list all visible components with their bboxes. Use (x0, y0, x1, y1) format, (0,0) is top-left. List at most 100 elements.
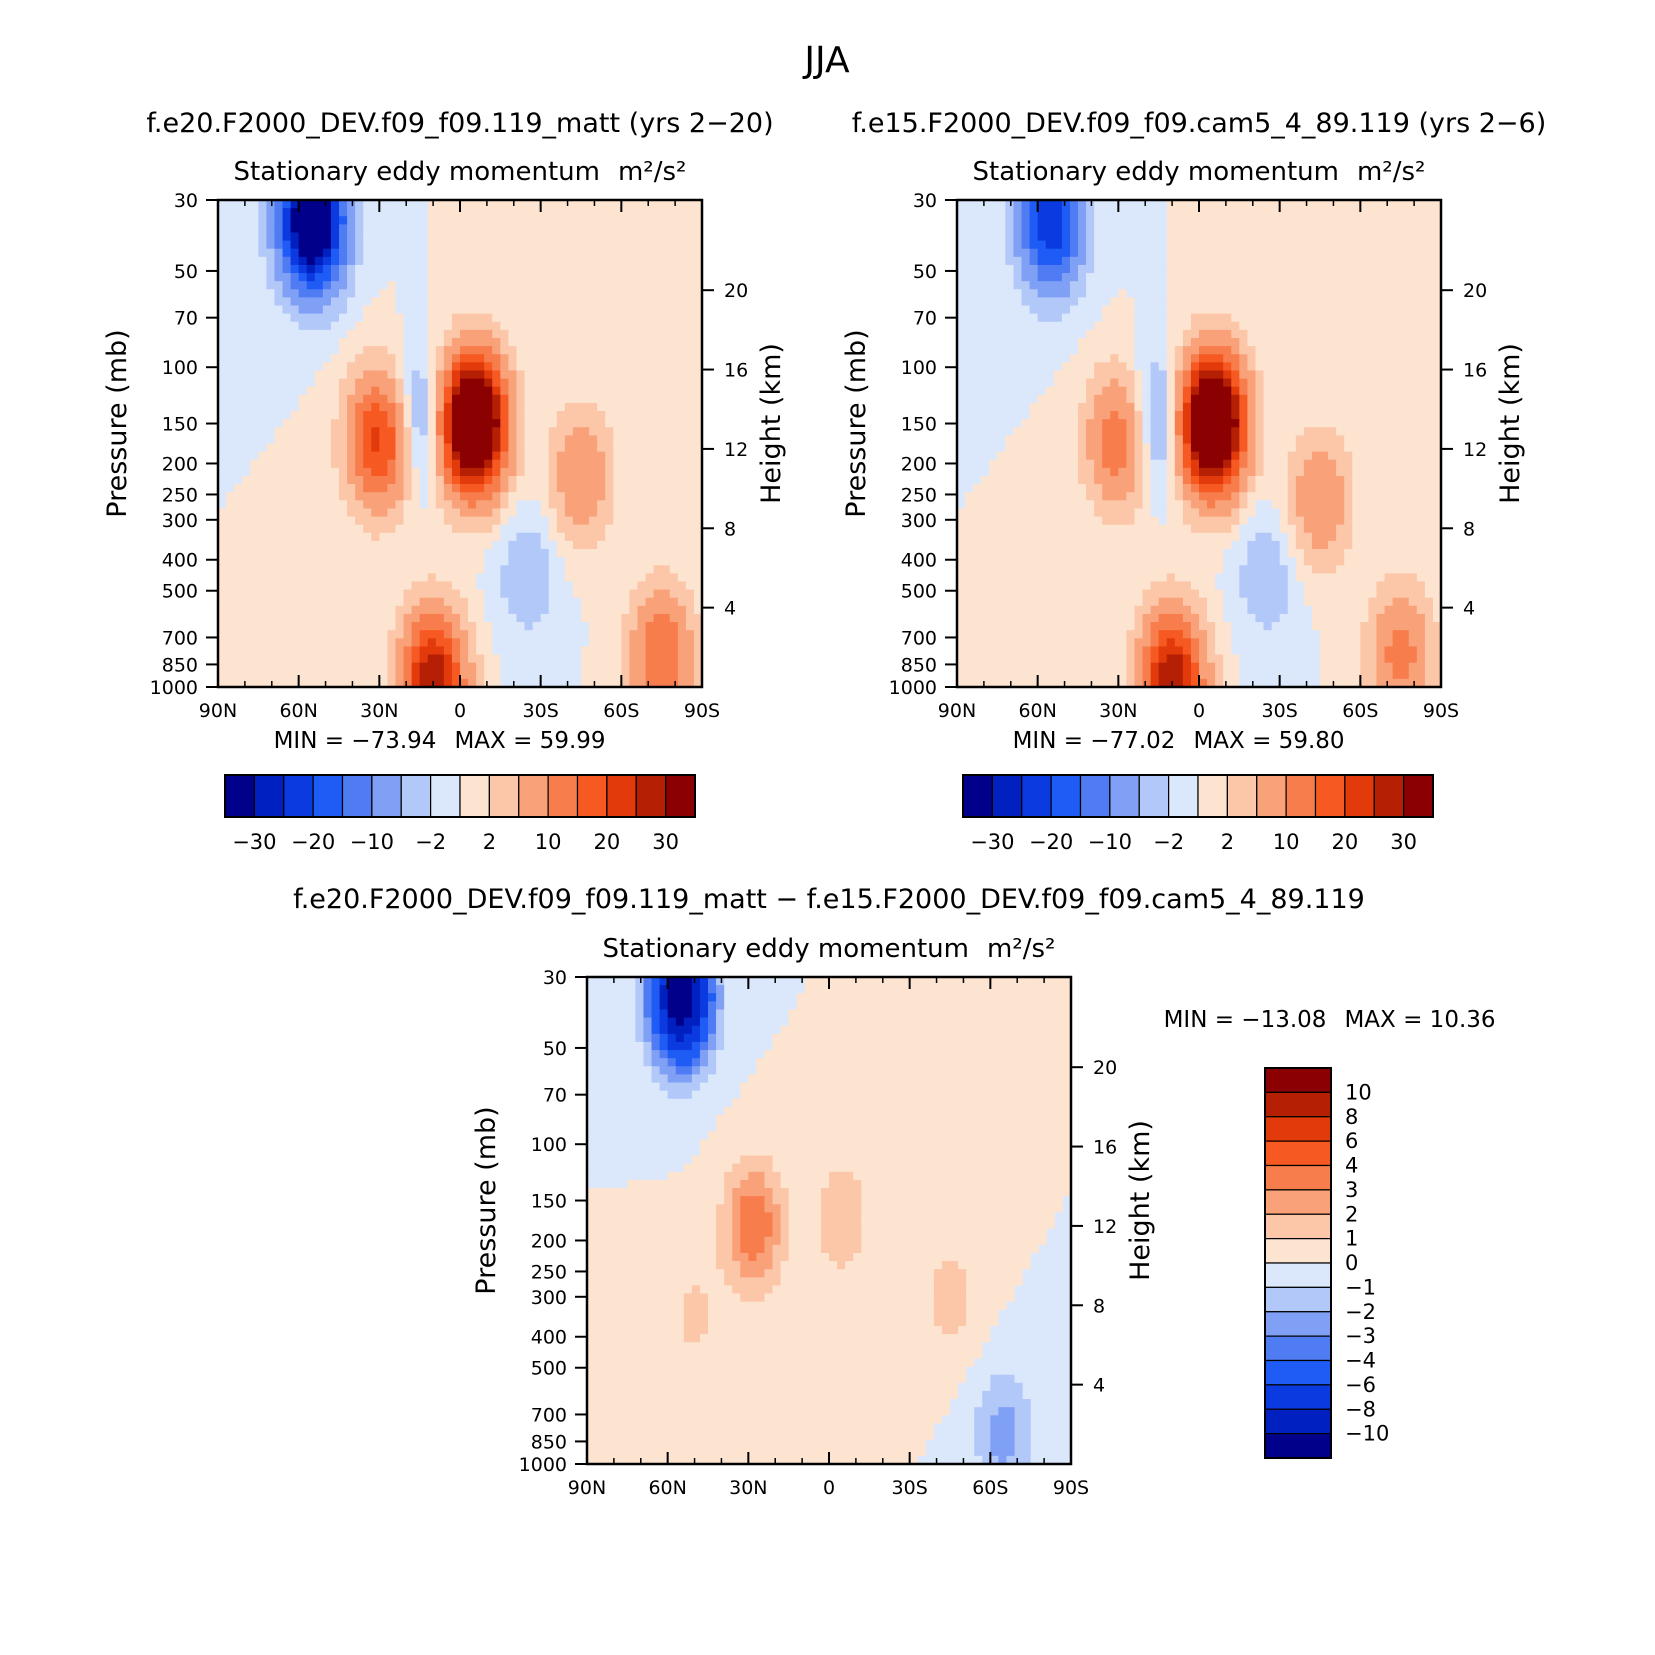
contour-cell (572, 573, 582, 583)
contour-cell (1086, 362, 1095, 372)
contour-cell (500, 549, 509, 558)
contour-cell (379, 297, 388, 307)
contour-cell (435, 281, 445, 290)
contour-cell (451, 597, 461, 607)
contour-cell (597, 248, 606, 258)
contour-cell (516, 589, 526, 599)
contour-cell (1360, 232, 1369, 242)
contour-cell (589, 305, 598, 315)
contour-cell (298, 516, 308, 526)
contour-cell (621, 630, 630, 639)
contour-cell (669, 516, 679, 526)
contour-cell (363, 216, 372, 225)
contour-cell (339, 427, 348, 436)
contour-cell (605, 208, 614, 217)
contour-cell (1215, 337, 1224, 347)
contour-cell (653, 549, 663, 558)
contour-cell (339, 605, 348, 615)
contour-cell (548, 297, 558, 307)
contour-cell (403, 273, 413, 282)
contour-cell (613, 492, 622, 501)
contour-cell (419, 362, 429, 372)
contour-cell (572, 313, 582, 323)
contour-cell (1053, 313, 1063, 323)
contour-cell (363, 208, 372, 217)
contour-cell (322, 208, 332, 217)
contour-cell (266, 540, 276, 550)
contour-cell (1013, 346, 1023, 355)
contour-cell (516, 256, 526, 266)
contour-cell (581, 216, 590, 225)
contour-cell (1239, 273, 1248, 282)
contour-cell (1166, 289, 1176, 298)
contour-cell (484, 329, 493, 339)
contour-cell (460, 532, 469, 542)
contour-cell (613, 427, 622, 436)
contour-cell (1069, 256, 1079, 266)
contour-cell (613, 500, 622, 510)
contour-cell (556, 467, 566, 477)
contour-cell (1295, 321, 1305, 331)
contour-cell (597, 329, 606, 339)
contour-cell (669, 565, 679, 574)
contour-cell (290, 305, 300, 315)
contour-cell (669, 321, 679, 331)
contour-cell (1061, 240, 1071, 250)
contour-cell (306, 540, 316, 550)
contour-cell (669, 549, 679, 558)
contour-cell (1376, 362, 1386, 372)
contour-cell (484, 638, 493, 648)
contour-cell (427, 281, 437, 290)
contour-cell (605, 646, 614, 656)
contour-cell (500, 394, 509, 404)
colorbar-label: 2 (483, 830, 496, 854)
contour-cell (516, 402, 526, 412)
contour-cell (1344, 289, 1353, 298)
contour-cell (395, 516, 405, 526)
contour-cell (234, 589, 243, 599)
contour-cell (605, 573, 614, 583)
contour-cell (621, 232, 630, 242)
contour-cell (250, 305, 259, 315)
contour-cell (500, 273, 509, 282)
contour-cell (1231, 248, 1240, 258)
contour-cell (403, 622, 413, 631)
contour-cell (258, 427, 267, 436)
contour-cell (226, 475, 235, 485)
contour-cell (1053, 281, 1063, 290)
contour-cell (589, 589, 598, 599)
contour-cell (306, 532, 316, 542)
contour-cell (435, 597, 445, 607)
contour-cell (1223, 273, 1232, 282)
contour-cell (476, 467, 485, 477)
contour-cell (1279, 216, 1289, 225)
contour-cell (1352, 216, 1361, 225)
contour-cell (556, 670, 566, 680)
contour-cell (1029, 256, 1039, 266)
contour-cell (621, 670, 630, 680)
contour-cell (322, 492, 332, 501)
contour-cell (226, 224, 235, 234)
contour-cell (1061, 256, 1071, 266)
contour-cell (266, 264, 276, 274)
contour-cell (468, 662, 477, 672)
contour-cell (516, 678, 526, 687)
contour-cell (508, 427, 518, 436)
contour-cell (693, 678, 702, 687)
contour-cell (347, 305, 356, 315)
contour-cell (226, 654, 235, 664)
contour-cell (1384, 313, 1394, 323)
contour-cell (532, 386, 542, 396)
contour-cell (1271, 321, 1281, 331)
contour-cell (218, 337, 227, 347)
contour-cell (564, 321, 574, 331)
contour-cell (282, 443, 292, 453)
contour-cell (1029, 281, 1039, 290)
contour-cell (997, 208, 1006, 217)
contour-cell (1029, 216, 1039, 225)
contour-cell (363, 386, 372, 396)
contour-cell (234, 313, 243, 323)
contour-cell (371, 451, 380, 461)
contour-cell (258, 208, 267, 217)
contour-cell (645, 256, 655, 266)
